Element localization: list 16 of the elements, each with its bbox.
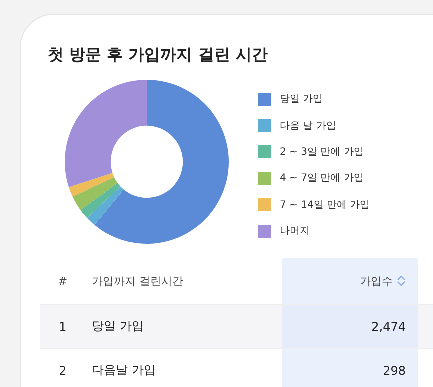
legend-label: 4 ~ 7일 만에 가입: [280, 172, 364, 186]
legend-label: 2 ~ 3일 만에 가입: [280, 146, 364, 159]
chart-title: 첫 방문 후 가입까지 걸린 시간: [48, 45, 268, 66]
text: 1: [59, 320, 67, 334]
text: 가입수: [360, 274, 393, 288]
legend-label: 당일 가입: [280, 93, 324, 106]
text: 298: [383, 364, 406, 378]
text: 다음날 가입: [92, 363, 156, 377]
text: 2: [59, 364, 67, 378]
text: 가입까지 걸린시간: [92, 274, 184, 288]
text: 당일 가입: [92, 319, 144, 333]
legend-label: 나머지: [280, 225, 310, 238]
text: 2,474: [372, 320, 406, 334]
legend-label: 다음 날 가입: [280, 120, 336, 133]
text: #: [58, 274, 68, 288]
legend-label: 7 ~ 14일 만에 가입: [280, 198, 370, 212]
